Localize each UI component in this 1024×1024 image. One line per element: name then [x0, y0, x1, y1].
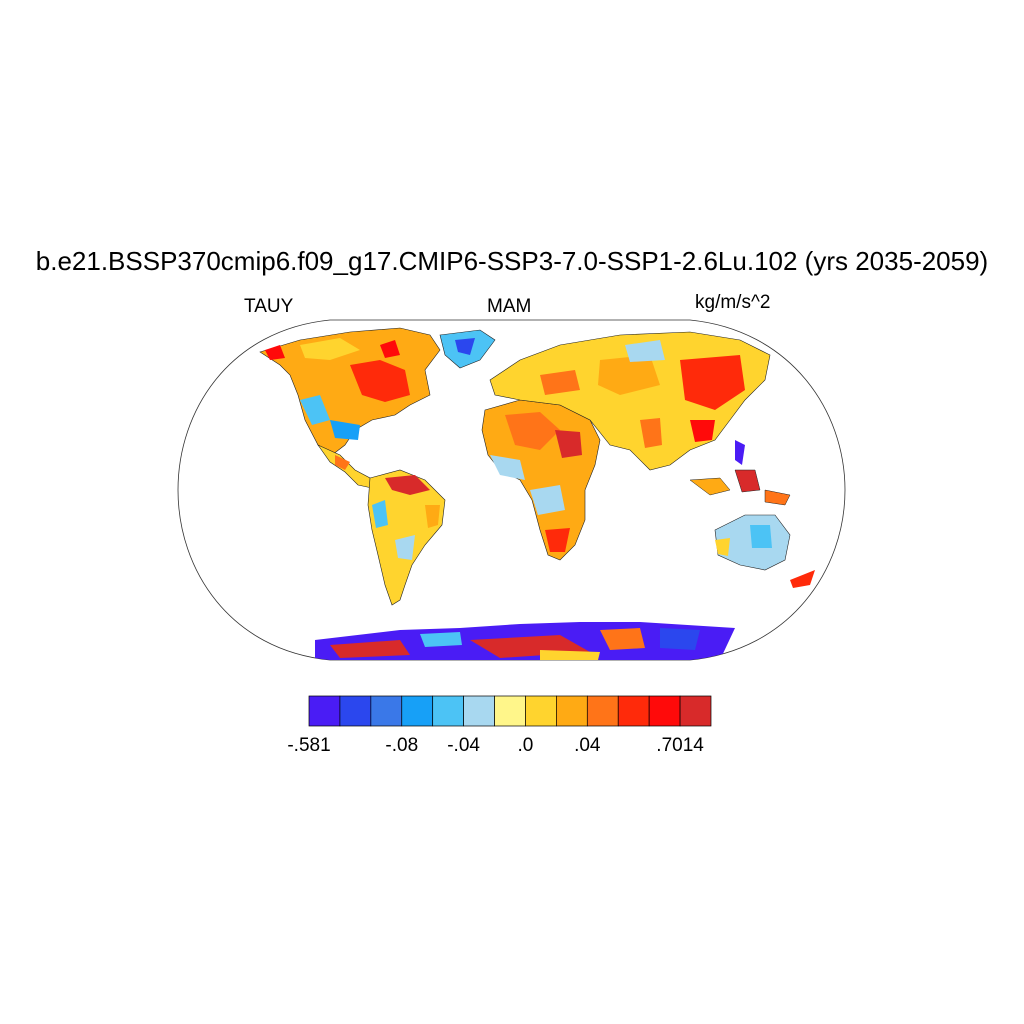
colorbar-label: -.581 [287, 735, 331, 756]
colorbar-swatch [370, 695, 403, 727]
antarctica-shading [315, 622, 735, 660]
colorbar-swatch [494, 695, 526, 727]
south-america-shading [367, 469, 446, 606]
eurasia-shading [489, 331, 771, 471]
colorbar-label: .0 [517, 735, 534, 756]
colorbar-swatch [463, 695, 495, 727]
greenland-shading [439, 329, 496, 369]
colorbar-label: -.08 [385, 735, 419, 756]
colorbar-swatch [432, 695, 464, 727]
units-label: kg/m/s^2 [695, 292, 771, 313]
australia-shading [714, 514, 815, 588]
north-america-shading [259, 327, 441, 456]
africa-shading [481, 399, 601, 561]
plot-title: b.e21.BSSP370cmip6.f09_g17.CMIP6-SSP3-7.… [35, 246, 989, 276]
colorbar [308, 695, 712, 727]
colorbar-swatch [586, 695, 619, 727]
colorbar-label: .7014 [656, 735, 704, 756]
colorbar-swatch [648, 695, 681, 727]
season-label: MAM [487, 296, 532, 317]
colorbar-swatch [401, 695, 434, 727]
colorbar-swatch [556, 695, 588, 727]
colorbar-swatch [679, 695, 712, 727]
colorbar-swatch [339, 695, 372, 727]
colorbar-swatch [308, 695, 341, 727]
colorbar-label: -.04 [447, 735, 480, 756]
colorbar-swatch [617, 695, 650, 727]
maritime-asia-shading [689, 440, 791, 506]
variable-label: TAUY [244, 296, 294, 317]
central-america-shading [317, 444, 373, 489]
colorbar-label: .04 [574, 735, 601, 756]
colorbar-swatch [525, 695, 557, 727]
